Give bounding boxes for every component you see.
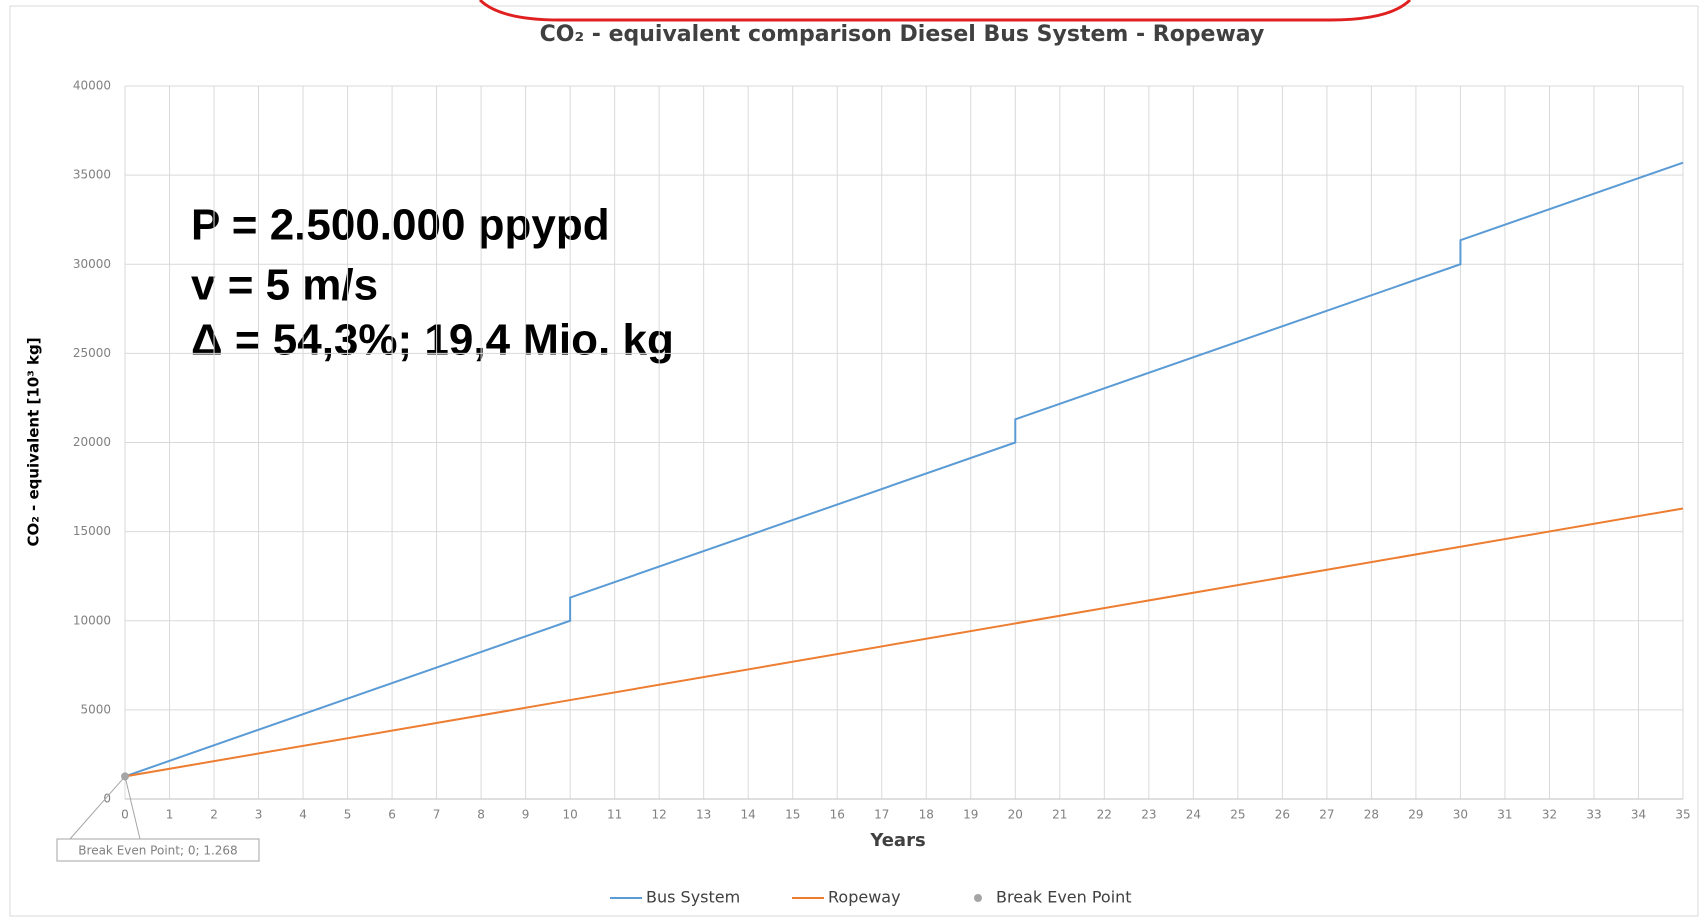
x-tick-label: 35 bbox=[1675, 808, 1690, 822]
x-tick-label: 24 bbox=[1186, 808, 1201, 822]
x-tick-label: 28 bbox=[1364, 808, 1379, 822]
x-tick-label: 17 bbox=[874, 808, 889, 822]
break-even-point bbox=[121, 772, 129, 781]
x-tick-label: 10 bbox=[563, 808, 578, 822]
x-tick-label: 16 bbox=[830, 808, 845, 822]
x-tick-label: 11 bbox=[607, 808, 622, 822]
y-tick-label: 25000 bbox=[73, 346, 111, 360]
y-tick-label: 5000 bbox=[80, 702, 111, 716]
y-tick-label: 0 bbox=[103, 792, 111, 806]
x-tick-label: 29 bbox=[1408, 808, 1423, 822]
x-tick-label: 6 bbox=[388, 808, 396, 822]
x-tick-label: 8 bbox=[477, 808, 485, 822]
y-tick-label: 40000 bbox=[73, 79, 111, 93]
x-tick-label: 4 bbox=[299, 808, 307, 822]
annotation: P = 2.500.000 ppypd bbox=[191, 201, 610, 250]
series-line bbox=[124, 507, 1684, 778]
x-tick-label: 20 bbox=[1008, 808, 1023, 822]
data-label-box bbox=[56, 838, 260, 862]
legend-label: Break Even Point bbox=[996, 888, 1132, 907]
x-tick-label: 33 bbox=[1586, 808, 1601, 822]
legend-swatch bbox=[974, 894, 982, 902]
y-tick-label: 15000 bbox=[73, 524, 111, 538]
leader-line bbox=[124, 776, 141, 840]
x-tick-label: 27 bbox=[1319, 808, 1334, 822]
y-tick-label: 30000 bbox=[73, 257, 111, 271]
x-tick-label: 25 bbox=[1230, 808, 1245, 822]
leader-line bbox=[69, 776, 126, 840]
x-tick-label: 23 bbox=[1141, 808, 1156, 822]
x-axis-label: Years bbox=[869, 830, 925, 851]
data-label: Break Even Point; 0; 1.268 bbox=[78, 844, 237, 858]
x-tick-label: 31 bbox=[1497, 808, 1512, 822]
x-tick-label: 7 bbox=[433, 808, 441, 822]
chart-frame bbox=[9, 5, 1699, 917]
x-tick-label: 2 bbox=[210, 808, 218, 822]
x-tick-label: 19 bbox=[963, 808, 978, 822]
x-tick-label: 30 bbox=[1453, 808, 1468, 822]
y-tick-label: 10000 bbox=[73, 613, 111, 627]
annotation: v = 5 m/s bbox=[191, 261, 378, 310]
y-tick-label: 20000 bbox=[73, 435, 111, 449]
annotation: Δ = 54,3%; 19,4 Mio. kg bbox=[191, 316, 674, 365]
x-tick-label: 15 bbox=[785, 808, 800, 822]
x-tick-label: 34 bbox=[1631, 808, 1646, 822]
x-tick-label: 12 bbox=[652, 808, 667, 822]
x-tick-label: 13 bbox=[696, 808, 711, 822]
chart-title: CO₂ - equivalent comparison Diesel Bus S… bbox=[540, 22, 1265, 47]
x-tick-label: 22 bbox=[1097, 808, 1112, 822]
x-tick-label: 5 bbox=[344, 808, 352, 822]
x-tick-label: 3 bbox=[255, 808, 263, 822]
series-line bbox=[124, 161, 1684, 778]
legend-label: Bus System bbox=[646, 888, 740, 907]
x-tick-label: 0 bbox=[121, 808, 129, 822]
slide-decoration bbox=[478, 0, 1412, 22]
x-tick-label: 18 bbox=[919, 808, 934, 822]
y-axis-label: CO₂ - equivalent [10³ kg] bbox=[25, 337, 43, 546]
y-tick-label: 35000 bbox=[73, 168, 111, 182]
x-tick-label: 26 bbox=[1275, 808, 1290, 822]
x-tick-label: 9 bbox=[522, 808, 530, 822]
x-tick-label: 14 bbox=[741, 808, 756, 822]
x-tick-label: 21 bbox=[1052, 808, 1067, 822]
x-tick-label: 1 bbox=[166, 808, 174, 822]
x-tick-label: 32 bbox=[1542, 808, 1557, 822]
legend-label: Ropeway bbox=[828, 888, 901, 907]
